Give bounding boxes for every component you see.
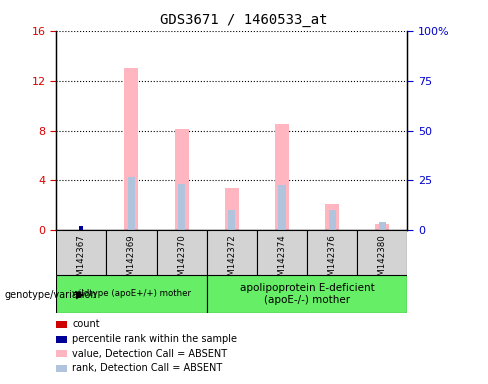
- Bar: [128, 177, 135, 230]
- Text: apolipoprotein E-deficient
(apoE-/-) mother: apolipoprotein E-deficient (apoE-/-) mot…: [240, 283, 374, 305]
- Bar: [257, 230, 307, 275]
- Text: GSM142372: GSM142372: [227, 234, 236, 287]
- Bar: [56, 230, 106, 275]
- Bar: [79, 226, 83, 230]
- Text: GSM142367: GSM142367: [77, 234, 86, 287]
- Text: GSM142369: GSM142369: [127, 234, 136, 286]
- Text: GDS3671 / 1460533_at: GDS3671 / 1460533_at: [160, 13, 328, 27]
- Bar: [106, 230, 157, 275]
- Bar: [375, 224, 389, 230]
- Bar: [275, 124, 289, 230]
- Text: GSM142380: GSM142380: [378, 234, 387, 287]
- Text: genotype/variation: genotype/variation: [5, 290, 98, 300]
- Bar: [175, 129, 189, 230]
- Text: ▶: ▶: [76, 290, 84, 300]
- Text: value, Detection Call = ABSENT: value, Detection Call = ABSENT: [72, 349, 227, 359]
- Bar: [207, 230, 257, 275]
- Bar: [225, 188, 239, 230]
- Bar: [124, 68, 139, 230]
- Text: GSM142376: GSM142376: [327, 234, 337, 287]
- Text: GSM142370: GSM142370: [177, 234, 186, 287]
- Bar: [157, 230, 207, 275]
- Bar: [357, 230, 407, 275]
- Bar: [325, 204, 339, 230]
- Text: rank, Detection Call = ABSENT: rank, Detection Call = ABSENT: [72, 363, 223, 373]
- Bar: [279, 185, 285, 230]
- Bar: [207, 275, 407, 313]
- Bar: [178, 184, 185, 230]
- Bar: [228, 210, 235, 230]
- Text: percentile rank within the sample: percentile rank within the sample: [72, 334, 237, 344]
- Bar: [56, 275, 207, 313]
- Text: count: count: [72, 319, 100, 329]
- Bar: [329, 210, 336, 230]
- Text: GSM142374: GSM142374: [278, 234, 286, 287]
- Text: wildtype (apoE+/+) mother: wildtype (apoE+/+) mother: [72, 289, 191, 298]
- Bar: [379, 222, 386, 230]
- Bar: [307, 230, 357, 275]
